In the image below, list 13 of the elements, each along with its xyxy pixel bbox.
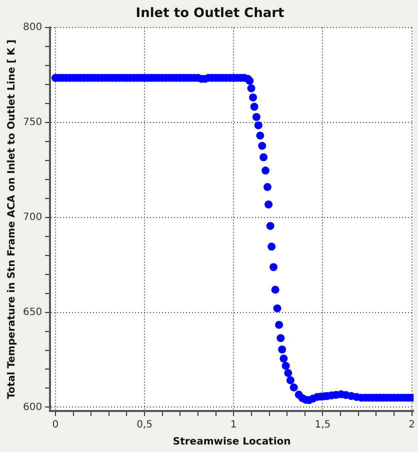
y-tick-label: 650 bbox=[22, 306, 42, 318]
x-tick-label: 1,5 bbox=[314, 420, 331, 431]
x-tick-label: 2 bbox=[408, 420, 415, 431]
chart-title: Inlet to Outlet Chart bbox=[136, 6, 284, 22]
y-tick-label: 800 bbox=[22, 22, 42, 34]
y-tick-label: 600 bbox=[22, 402, 42, 413]
y-tick-label: 750 bbox=[22, 117, 42, 128]
x-tick-label: 0 bbox=[52, 420, 59, 431]
y-tick-label: 700 bbox=[22, 212, 42, 223]
x-tick-label: 0,5 bbox=[136, 420, 152, 431]
x-tick-label: 1 bbox=[230, 420, 237, 431]
y-axis-title: Total Temperature in Stn Frame ACA on Inlet to Outlet Line [ K ] bbox=[6, 40, 18, 400]
x-axis-title: Streamwise Location bbox=[172, 436, 291, 448]
